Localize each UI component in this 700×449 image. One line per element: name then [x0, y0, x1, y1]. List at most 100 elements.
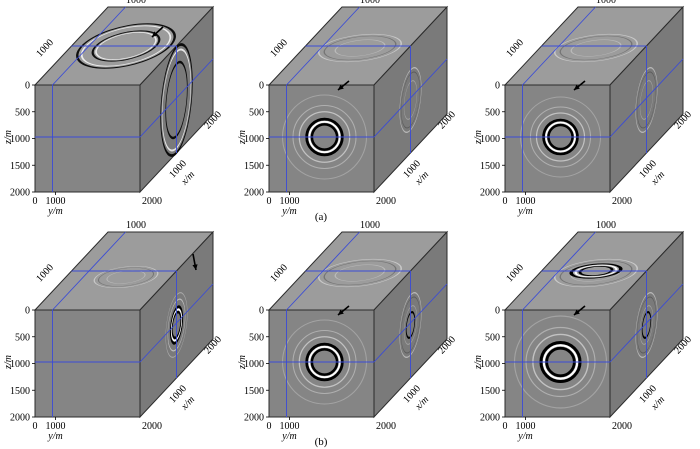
top-wavefront-ring-1 [323, 260, 397, 286]
z-tick-label: 500 [249, 332, 264, 343]
x-tick-label-0: 2000 [376, 421, 396, 432]
left-depth-tick-label: 1000 [34, 37, 56, 59]
z-tick-label: 1000 [10, 134, 30, 145]
z-tick-label: 1000 [480, 134, 500, 145]
y-tick-label: 1000 [516, 196, 536, 207]
x-tick-label-0: 2000 [612, 421, 632, 432]
z-tick-label: 2000 [244, 188, 264, 199]
z-tick-label: 500 [249, 107, 264, 118]
z-tick-label: 1000 [10, 359, 30, 370]
y-tick-label: 0 [503, 196, 508, 207]
z-axis-label: z/m [473, 355, 484, 370]
arrow-icon [152, 31, 158, 37]
top-tick-label: 1000 [360, 220, 380, 231]
top-wavefront-ring-2 [106, 270, 146, 284]
z-tick-label: 2000 [244, 413, 264, 424]
top-tick-label: 1000 [596, 0, 616, 6]
z-axis-label: z/m [237, 355, 248, 370]
z-tick-label: 0 [259, 306, 264, 317]
z-tick-label: 2000 [10, 413, 30, 424]
top-wavefront-ring-1 [323, 35, 397, 61]
y-tick-label: 0 [33, 196, 38, 207]
top-tick-label: 1000 [360, 0, 380, 6]
y-tick-label: 1000 [280, 196, 300, 207]
left-depth-tick-label: 1000 [504, 262, 526, 284]
arrow-icon [338, 84, 344, 90]
arrow-icon [338, 309, 344, 315]
z-tick-label: 2000 [10, 188, 30, 199]
top-wavefront-ring-1 [559, 260, 633, 286]
arrow-icon [574, 309, 580, 315]
top-wavefront-ring-1 [98, 267, 154, 287]
z-tick-label: 0 [495, 81, 500, 92]
z-tick-label: 500 [485, 107, 500, 118]
z-tick-label: 0 [25, 81, 30, 92]
front-face [504, 309, 611, 418]
y-tick-label: 1000 [46, 421, 66, 432]
x-tick-label-0: 2000 [612, 196, 632, 207]
y-tick-label: 1000 [280, 421, 300, 432]
z-tick-label: 1500 [480, 161, 500, 172]
front-face [268, 84, 375, 193]
z-tick-label: 500 [15, 107, 30, 118]
y-tick-label: 0 [33, 421, 38, 432]
y-tick-label: 1000 [516, 421, 536, 432]
z-tick-label: 2000 [480, 188, 500, 199]
y-axis-label: y/m [47, 206, 62, 217]
arrow-icon [192, 264, 198, 270]
y-axis-label: y/m [281, 431, 296, 442]
top-tick-label: 1000 [596, 220, 616, 231]
y-tick-label: 0 [267, 196, 272, 207]
left-depth-tick-label: 1000 [504, 37, 526, 59]
z-tick-label: 0 [495, 306, 500, 317]
y-axis-label: y/m [517, 206, 532, 217]
z-tick-label: 1500 [244, 161, 264, 172]
z-axis-label: z/m [473, 130, 484, 145]
front-face [34, 84, 141, 193]
z-tick-label: 1000 [480, 359, 500, 370]
z-tick-label: 1500 [10, 161, 30, 172]
y-axis-label: y/m [517, 431, 532, 442]
caption-a: (a) [315, 211, 328, 223]
z-tick-label: 1500 [10, 386, 30, 397]
x-tick-label-0: 2000 [142, 421, 162, 432]
z-axis-label: z/m [3, 355, 14, 370]
top-wavefront-ring-2 [334, 39, 386, 57]
z-tick-label: 0 [259, 81, 264, 92]
y-axis-label: y/m [47, 431, 62, 442]
z-axis-label: z/m [3, 130, 14, 145]
y-tick-label: 1000 [46, 196, 66, 207]
front-face [34, 309, 141, 418]
left-depth-tick-label: 1000 [268, 37, 290, 59]
front-face [268, 309, 375, 418]
z-tick-label: 1500 [244, 386, 264, 397]
top-tick-label: 1000 [126, 0, 146, 6]
top-wavefront [318, 258, 402, 288]
z-tick-label: 0 [25, 306, 30, 317]
top-tick-label: 1000 [126, 220, 146, 231]
y-tick-label: 0 [267, 421, 272, 432]
z-tick-label: 1000 [244, 359, 264, 370]
top-wavefront [93, 265, 159, 289]
x-tick-label-0: 2000 [142, 196, 162, 207]
top-wavefront-ring-0 [93, 265, 159, 289]
arrow-icon [574, 84, 580, 90]
y-tick-label: 0 [503, 421, 508, 432]
z-tick-label: 2000 [480, 413, 500, 424]
top-wavefront-ring-2 [570, 39, 622, 57]
top-wavefront-ring-2 [334, 264, 386, 282]
caption-b: (b) [315, 436, 328, 448]
z-tick-label: 1500 [480, 386, 500, 397]
z-tick-label: 1000 [244, 134, 264, 145]
x-tick-label-0: 2000 [376, 196, 396, 207]
y-axis-label: y/m [281, 206, 296, 217]
left-depth-tick-label: 1000 [268, 262, 290, 284]
z-tick-label: 500 [15, 332, 30, 343]
